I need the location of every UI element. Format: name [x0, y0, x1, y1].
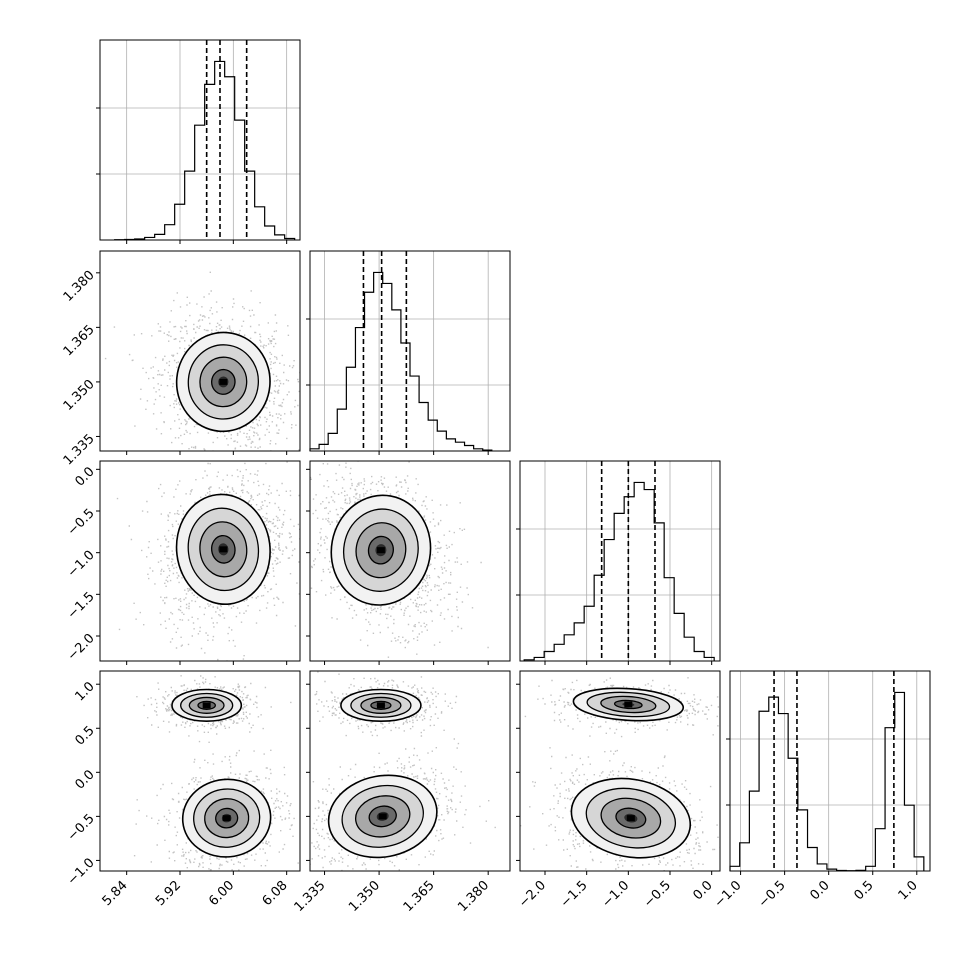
joint-frame — [99, 250, 301, 452]
xtick-label: −1.0 — [712, 878, 745, 911]
xtick-label: 1.380 — [455, 878, 492, 915]
xtick-label: −1.5 — [558, 878, 591, 911]
xtick-label: 0.5 — [851, 878, 876, 903]
hist-frame — [309, 250, 511, 452]
joint-content — [116, 461, 300, 661]
xtick-label: 1.365 — [401, 878, 438, 915]
ytick-label: 0.0 — [72, 767, 97, 792]
xtick-label: 6.08 — [260, 878, 291, 909]
ytick-label: 1.350 — [61, 377, 98, 414]
ytick-label: −1.0 — [65, 855, 98, 888]
density-peak — [219, 546, 228, 553]
joint-frame — [309, 670, 511, 872]
hist-panel-1 — [306, 250, 511, 452]
xtick-label: 1.335 — [292, 878, 329, 915]
ytick-label: 0.0 — [72, 464, 97, 489]
hist-frame — [519, 460, 721, 662]
joint-panel-0-3 — [99, 670, 301, 872]
hist-step-line — [114, 60, 296, 241]
joint-panel-0-2 — [99, 460, 301, 662]
joint-content — [104, 271, 300, 451]
joint-content — [520, 677, 720, 871]
ytick-label: 0.5 — [72, 723, 97, 748]
joint-panel-0-1 — [99, 250, 301, 452]
ytick-label: −0.5 — [65, 811, 98, 844]
joint-frame — [99, 670, 301, 872]
density-peak — [626, 815, 635, 822]
scatter-points — [310, 671, 496, 871]
xtick-label: 1.350 — [346, 878, 383, 915]
ytick-label: −1.0 — [65, 548, 98, 581]
density-peak — [222, 815, 231, 822]
hist-frame — [99, 39, 301, 241]
joint-content — [310, 461, 489, 658]
hist-step-line — [729, 691, 925, 872]
joint-panel-1-2 — [309, 460, 511, 662]
ytick-label: 1.380 — [61, 268, 98, 305]
density-peak — [219, 378, 228, 385]
joint-frame — [309, 460, 511, 662]
ytick-label: 1.365 — [61, 322, 98, 359]
density-peak — [378, 813, 387, 820]
xtick-label: −1.0 — [599, 878, 632, 911]
joint-content — [310, 671, 496, 871]
xtick-label: −0.5 — [756, 878, 789, 911]
joint-frame — [519, 670, 721, 872]
hist-panel-0 — [96, 39, 301, 241]
ytick-label: −0.5 — [65, 506, 98, 539]
xtick-label: −0.5 — [641, 878, 674, 911]
hist-panel-2 — [516, 460, 721, 662]
hist-step-line — [309, 271, 493, 451]
hist-step-line — [523, 481, 715, 661]
xtick-label: 5.92 — [153, 878, 184, 909]
density-peak — [624, 701, 633, 708]
ytick-label: 1.0 — [72, 679, 97, 704]
joint-panel-2-3 — [519, 670, 721, 872]
ytick-label: 1.335 — [61, 432, 98, 469]
xtick-label: 1.0 — [896, 878, 921, 903]
density-peak — [376, 547, 385, 554]
density-peak — [376, 702, 385, 709]
joint-frame — [99, 460, 301, 662]
joint-panel-1-3 — [309, 670, 511, 872]
hist-frame — [729, 670, 931, 872]
joint-content — [133, 675, 300, 871]
ytick-label: −2.0 — [65, 631, 98, 664]
ytick-label: −1.5 — [65, 589, 98, 622]
hist-panel-3 — [726, 670, 931, 872]
xtick-label: −2.0 — [516, 878, 549, 911]
xtick-label: 6.00 — [206, 878, 237, 909]
density-peak — [202, 702, 211, 709]
xtick-label: 5.84 — [100, 878, 131, 909]
xtick-label: 0.0 — [807, 878, 832, 903]
